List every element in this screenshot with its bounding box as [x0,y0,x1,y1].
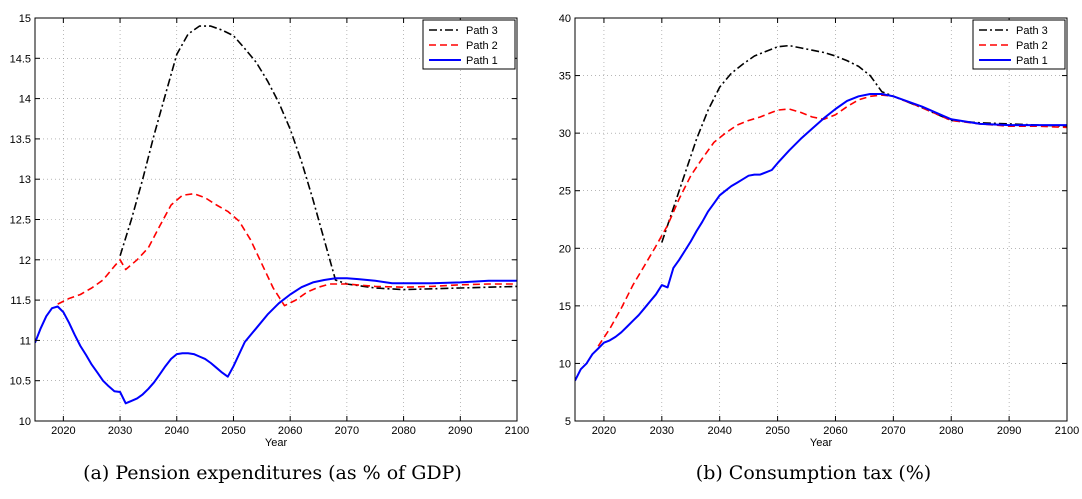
x-tick-label: 2030 [650,425,674,437]
y-tick-label: 30 [559,128,571,140]
caption-a: (a) Pension expenditures (as % of GDP) [83,462,462,484]
y-tick-label: 40 [559,13,571,25]
x-tick-label: 2080 [939,425,963,437]
x-tick-label: 2090 [448,425,472,437]
x-tick-label: 2060 [823,425,847,437]
x-tick-label: 2090 [997,425,1021,437]
series-line-path-1 [575,93,1067,382]
x-tick-label: 2050 [765,425,789,437]
legend: Path 3 Path 2 Path 1 [972,19,1066,70]
legend-label: Path 2 [1016,40,1048,52]
y-tick-label: 11 [20,335,31,347]
y-tick-label: 10 [19,416,31,428]
y-tick-label: 10 [559,358,571,370]
x-tick-label: 2100 [1055,425,1079,437]
series-line-path-2 [57,192,517,307]
y-tick-label: 14 [19,94,31,106]
series-line-path-1 [35,277,517,405]
caption-b: (b) Consumption tax (%) [695,462,932,484]
x-tick-label: 2070 [335,425,359,437]
x-tick-label: 2030 [108,425,132,437]
y-tick-label: 13.5 [10,134,31,146]
y-tick-label: 11.5 [10,295,31,307]
legend-label: Path 3 [466,25,498,37]
x-tick-label: 2060 [278,425,302,437]
x-tick-label: 2080 [391,425,415,437]
legend: Path 3 Path 2 Path 1 [422,19,516,70]
legend-label: Path 2 [466,40,498,52]
y-tick-label: 25 [559,186,571,198]
x-tick-label: 2050 [221,425,245,437]
axes-frame [574,17,1068,422]
x-tick-label: 2020 [51,425,75,437]
series-line-path-3 [119,25,517,291]
panel-a-pension-expenditures: 2020 2030 2040 2050 2060 2070 2080 2090 2100 10 10… [10,13,530,449]
y-tick-label: 35 [559,71,571,83]
x-tick-label: 2040 [165,425,189,437]
x-tick-label: 2070 [881,425,905,437]
legend-label: Path 3 [1016,25,1048,37]
y-tick-label: 15 [19,13,31,25]
panel-b-consumption-tax: 2020 2030 2040 2050 2060 2070 2080 2090 21005101… [559,13,1079,449]
series-group [575,44,1067,382]
y-tick-label: 5 [565,416,571,428]
y-tick-label: 13 [19,174,31,186]
series-line-path-3 [661,44,1067,243]
x-tick-label: 2020 [592,425,616,437]
y-tick-label: 12 [19,255,31,267]
legend-label: Path 1 [1016,55,1048,67]
x-axis-label: Year [265,437,288,449]
y-tick-label: 14.5 [10,53,31,65]
y-tick-label: 12.5 [10,215,31,227]
x-tick-label: 2040 [707,425,731,437]
x-tick-label: 2100 [505,425,529,437]
legend-label: Path 1 [466,55,498,67]
y-tick-label: 20 [559,243,571,255]
series-group [35,25,517,405]
x-axis-label: Year [810,437,833,449]
y-tick-label: 15 [559,301,571,313]
y-tick-label: 10.5 [10,376,31,388]
